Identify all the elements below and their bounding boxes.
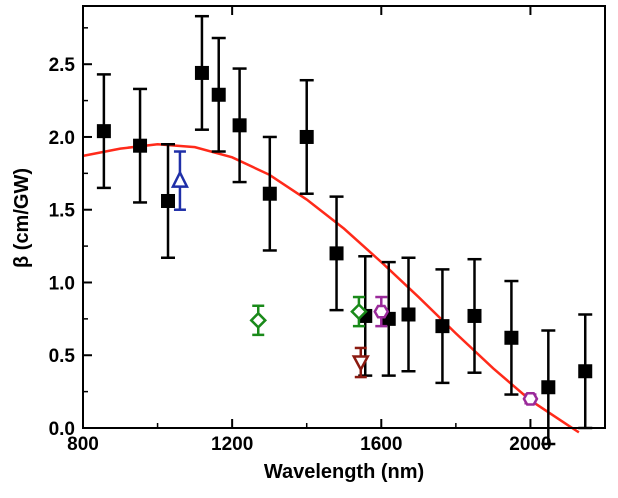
plot-frame (82, 5, 606, 429)
square-marker (96, 124, 111, 139)
square-marker (299, 129, 314, 144)
square-marker (578, 364, 593, 379)
data-point-squares (299, 78, 314, 195)
data-point-squares (381, 260, 396, 377)
square-marker (262, 186, 277, 201)
square-marker (541, 380, 556, 395)
square-marker (504, 330, 519, 345)
hexagon-marker (522, 392, 539, 406)
data-point-hexagons (373, 295, 390, 328)
diamond-marker (249, 311, 268, 330)
data-point-diamonds (249, 304, 268, 337)
data-point-squares (504, 279, 519, 396)
square-marker (211, 87, 226, 102)
data-point-squares (262, 135, 277, 252)
triangle-down-marker (351, 355, 370, 373)
square-marker (435, 319, 450, 334)
fit-curve (82, 142, 580, 434)
data-point-squares (211, 36, 226, 153)
data-point-squares (161, 142, 176, 259)
triangle-marker (170, 169, 189, 188)
y-tick-label: 1.5 (49, 201, 76, 222)
data-point-squares (329, 195, 344, 312)
data-point-squares (401, 256, 416, 373)
x-tick-label: 2000 (509, 434, 551, 455)
square-marker (161, 193, 176, 208)
data-point-squares (467, 257, 482, 374)
square-marker (401, 307, 416, 322)
data-point-squares (133, 87, 148, 204)
data-point-squares (96, 73, 111, 190)
y-tick-label: 0.5 (49, 346, 76, 367)
diamond-marker (350, 302, 368, 321)
square-marker (232, 118, 247, 133)
data-point-squares (578, 313, 593, 430)
x-tick-label: 1600 (360, 434, 402, 455)
x-axis-label: Wavelength (nm) (264, 461, 424, 483)
square-marker (467, 308, 482, 323)
y-tick-label: 2.5 (49, 55, 76, 76)
data-point-squares (541, 329, 556, 446)
data-point-squares (194, 14, 209, 131)
y-tick-label: 0.0 (49, 419, 75, 440)
data-point-triangle-down (351, 346, 370, 379)
x-tick-label: 1200 (211, 434, 253, 455)
y-tick-label: 1.0 (49, 273, 75, 294)
square-marker (329, 246, 344, 261)
data-point-squares (232, 67, 247, 184)
data-point-squares (435, 268, 450, 385)
square-marker (133, 138, 148, 153)
y-tick-label: 2.0 (49, 128, 75, 149)
x-tick-label: 800 (67, 434, 99, 455)
data-point-triangle-up (170, 150, 189, 211)
y-axis-label: β (cm/GW) (11, 168, 33, 268)
data-point-diamonds (350, 295, 368, 328)
square-marker (194, 65, 209, 80)
data-point-hexagons (522, 392, 539, 406)
hexagon-marker (373, 304, 390, 319)
